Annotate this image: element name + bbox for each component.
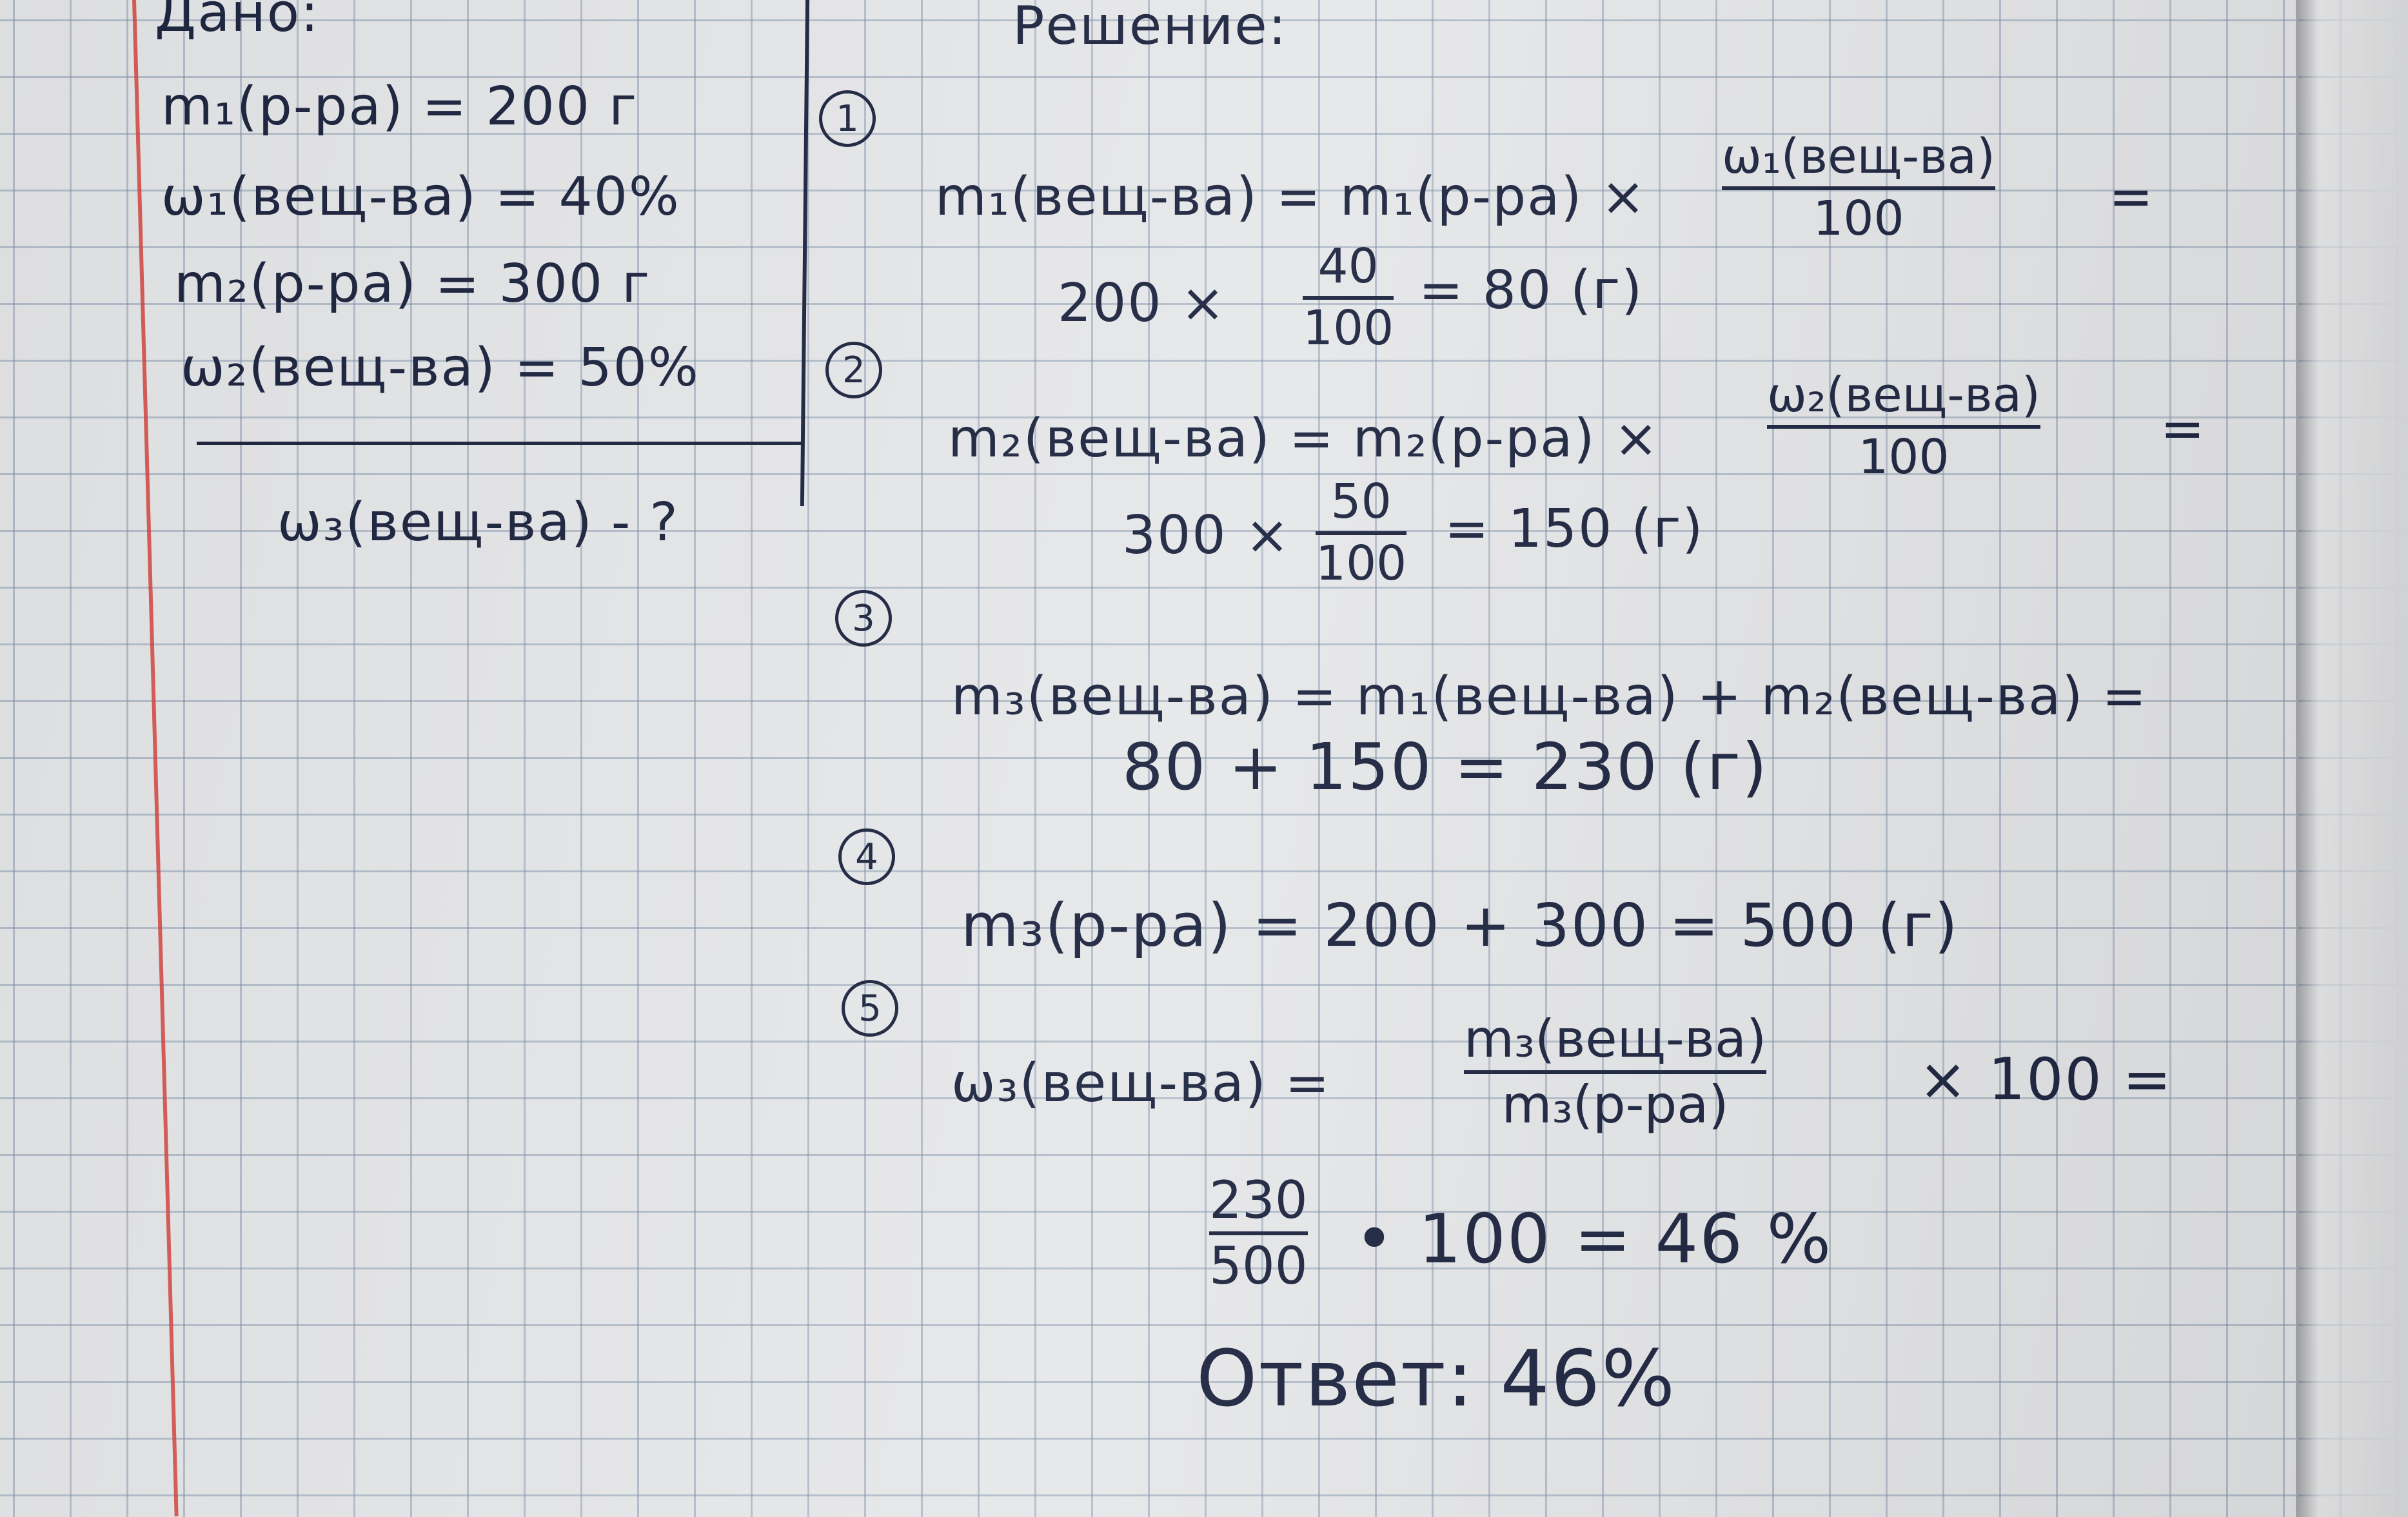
given-line: ω₂(вещ-ва) = 50% [181, 337, 700, 398]
denominator: 100 [1858, 429, 1949, 485]
numerator: 50 [1330, 474, 1392, 529]
fraction: m₃(вещ-ва) m₃(р-ра) [1464, 1009, 1767, 1135]
step-number: 2 [825, 342, 882, 398]
fraction: ω₂(вещ-ва) 100 [1767, 367, 2040, 485]
numerator: 40 [1317, 239, 1379, 294]
step-formula: m₃(вещ-ва) = m₁(вещ-ва) + m₂(вещ-ва) = [951, 666, 2148, 727]
given-separator [197, 442, 803, 445]
numerator: ω₂(вещ-ва) [1767, 367, 2040, 423]
step-result: m₃(р-ра) = 200 + 300 = 500 (г) [961, 891, 1959, 960]
step-number: 4 [838, 828, 895, 885]
numerator: m₃(вещ-ва) [1464, 1009, 1767, 1069]
step-calc: 300 × [1122, 505, 1291, 566]
fraction: 230 500 [1209, 1173, 1308, 1293]
next-page-edge [2296, 0, 2408, 1517]
answer: Ответ: 46% [1196, 1335, 1677, 1424]
given-line: m₂(р-ра) = 300 г [174, 253, 651, 315]
step-calc: 200 × [1058, 273, 1227, 334]
step-formula: m₂(вещ-ва) = m₂(р-ра) × [948, 408, 1660, 469]
step-result: 80 + 150 = 230 (г) [1122, 729, 1769, 805]
given-line: m₁(р-ра) = 200 г [161, 76, 638, 137]
step-formula: ω₃(вещ-ва) = [951, 1053, 1331, 1114]
numerator: ω₁(вещ-ва) [1722, 129, 1995, 184]
step-result: = 80 (г) [1419, 260, 1644, 321]
fraction: ω₁(вещ-ва) 100 [1722, 132, 1995, 244]
fraction: 50 100 [1316, 474, 1407, 591]
step-result: = 150 (г) [1445, 498, 1704, 560]
fraction: 40 100 [1303, 239, 1394, 356]
step-formula: m₁(вещ-ва) = m₁(р-ра) × [935, 166, 1647, 228]
denominator: 500 [1209, 1236, 1308, 1296]
step-number: 3 [835, 590, 892, 647]
given-line: ω₁(вещ-ва) = 40% [161, 166, 680, 228]
given-divider [800, 0, 810, 507]
denominator: m₃(р-ра) [1501, 1075, 1729, 1135]
numerator: 230 [1209, 1170, 1308, 1230]
denominator: 100 [1303, 300, 1394, 356]
find-line: ω₃(вещ-ва) - ? [277, 492, 679, 553]
given-heading: Дано: [155, 0, 320, 44]
denominator: 100 [1316, 535, 1407, 591]
step-result: • 100 = 46 % [1354, 1200, 1833, 1278]
step-number: 1 [819, 90, 876, 147]
equals: = [2109, 166, 2155, 228]
solution-heading: Решение: [1012, 0, 1288, 57]
equals: = [2160, 398, 2206, 460]
step-number: 5 [842, 980, 898, 1037]
denominator: 100 [1813, 190, 1904, 246]
equals: × 100 = [1919, 1046, 2173, 1113]
